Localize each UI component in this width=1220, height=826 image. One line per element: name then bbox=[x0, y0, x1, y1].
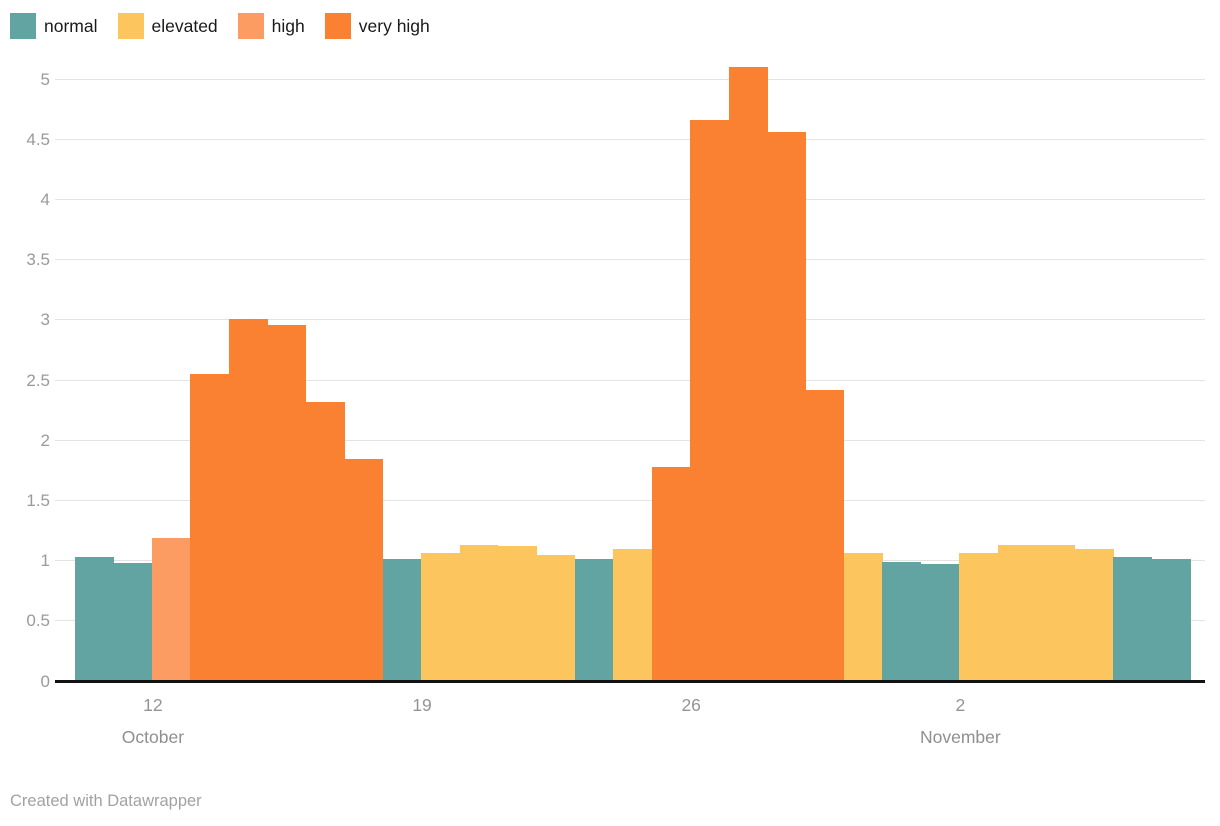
legend-label: elevated bbox=[151, 16, 218, 36]
bar-oct-21[interactable] bbox=[497, 546, 537, 681]
bar-oct-12[interactable] bbox=[151, 537, 191, 681]
bar-nov-5[interactable] bbox=[1074, 548, 1114, 681]
y-tick-label-4: 4 bbox=[40, 189, 50, 209]
bar-oct-19[interactable] bbox=[421, 553, 460, 681]
bar-oct-27[interactable] bbox=[728, 66, 768, 681]
legend-swatch-high bbox=[237, 13, 264, 39]
y-tick-label-5: 5 bbox=[40, 69, 50, 89]
gridline-y-2 bbox=[55, 439, 1205, 441]
bar-oct-10[interactable] bbox=[75, 556, 114, 681]
bar-nov-7[interactable] bbox=[1151, 559, 1191, 681]
gridline-y-3.5 bbox=[55, 259, 1205, 261]
y-tick-label-3.5: 3.5 bbox=[26, 250, 50, 270]
gridline-y-4.5 bbox=[55, 138, 1205, 140]
legend-item-elevated: elevated bbox=[117, 13, 218, 39]
bar-nov-2[interactable] bbox=[959, 553, 999, 681]
legend-swatch-very-high bbox=[324, 13, 351, 39]
y-tick-label-0: 0 bbox=[40, 671, 50, 691]
legend-item-very-high: very high bbox=[324, 13, 430, 39]
bar-oct-11[interactable] bbox=[113, 563, 153, 681]
bar-oct-24[interactable] bbox=[613, 548, 653, 681]
x-tick-label-19: 19 bbox=[412, 695, 432, 715]
y-tick-label-0.5: 0.5 bbox=[26, 611, 50, 631]
y-tick-label-3: 3 bbox=[40, 310, 50, 330]
gridline-y-2.5 bbox=[55, 379, 1205, 381]
bar-oct-20[interactable] bbox=[459, 544, 499, 681]
x-axis-line bbox=[55, 680, 1205, 683]
bar-nov-6[interactable] bbox=[1113, 556, 1153, 681]
gridline-y-3 bbox=[55, 319, 1205, 321]
legend-label: normal bbox=[44, 16, 98, 36]
bar-oct-31[interactable] bbox=[882, 561, 922, 681]
legend-label: high bbox=[271, 16, 305, 36]
chart-footer: Created with Datawrapper bbox=[10, 792, 202, 811]
y-tick-label-1: 1 bbox=[40, 551, 50, 571]
bar-oct-25[interactable] bbox=[651, 466, 691, 681]
bar-oct-16[interactable] bbox=[305, 401, 345, 681]
bar-oct-18[interactable] bbox=[382, 559, 422, 681]
y-tick-label-2: 2 bbox=[40, 430, 50, 450]
x-tick-month-november: November bbox=[919, 727, 1001, 747]
y-tick-label-2.5: 2.5 bbox=[26, 370, 50, 390]
gridline-y-4 bbox=[55, 198, 1205, 200]
gridline-y-1.5 bbox=[55, 499, 1205, 501]
y-tick-label-1.5: 1.5 bbox=[26, 490, 50, 510]
bar-nov-3[interactable] bbox=[997, 544, 1037, 681]
gridline-y-5 bbox=[55, 78, 1205, 80]
bar-nov-4[interactable] bbox=[1036, 544, 1076, 681]
x-tick-month-october: October bbox=[121, 727, 185, 747]
bar-oct-22[interactable] bbox=[536, 554, 576, 681]
bar-oct-14[interactable] bbox=[228, 318, 268, 681]
legend-swatch-normal bbox=[10, 13, 36, 39]
legend-label: very high bbox=[358, 16, 430, 36]
bar-oct-17[interactable] bbox=[344, 459, 384, 681]
datawrapper-credit-link[interactable]: Created with Datawrapper bbox=[10, 792, 202, 810]
bar-nov-1[interactable] bbox=[920, 564, 960, 681]
bar-oct-15[interactable] bbox=[267, 324, 307, 681]
x-tick-label-12: 12 bbox=[143, 695, 163, 715]
bar-oct-26[interactable] bbox=[690, 119, 730, 681]
bar-oct-28[interactable] bbox=[767, 131, 807, 681]
x-tick-label-26: 26 bbox=[681, 695, 701, 715]
chart-legend: normal elevated high very high bbox=[10, 13, 450, 39]
bar-oct-13[interactable] bbox=[190, 373, 230, 681]
x-tick-label-2: 2 bbox=[955, 695, 966, 715]
y-tick-label-4.5: 4.5 bbox=[26, 129, 50, 149]
legend-item-high: high bbox=[237, 13, 305, 39]
legend-item-normal: normal bbox=[10, 13, 98, 39]
bar-oct-29[interactable] bbox=[805, 389, 845, 681]
bar-oct-30[interactable] bbox=[844, 553, 883, 681]
bar-oct-23[interactable] bbox=[574, 559, 614, 681]
legend-swatch-elevated bbox=[117, 13, 144, 39]
